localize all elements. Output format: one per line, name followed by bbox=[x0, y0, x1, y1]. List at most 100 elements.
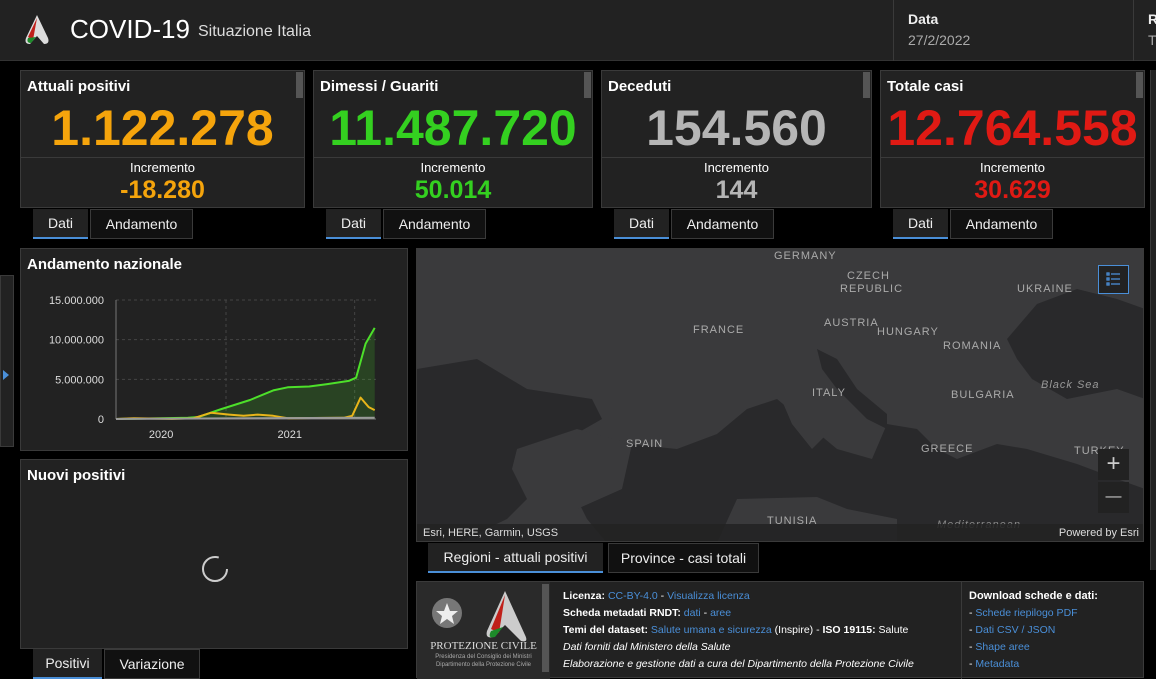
divider bbox=[314, 157, 592, 158]
increment-label: Incremento bbox=[420, 160, 486, 175]
tab-province[interactable]: Province - casi totali bbox=[608, 543, 759, 573]
tab-variazione[interactable]: Variazione bbox=[104, 649, 200, 679]
national-trend-chart: 15.000.000 10.000.000 5.000.000 0 2020 2021 bbox=[49, 295, 376, 441]
protezione-civile-logo: PROTEZIONE CIVILE Presidenza del Consigl… bbox=[417, 582, 550, 679]
map-label-black-sea: Black Sea bbox=[1041, 379, 1100, 391]
data-source-note: Dati forniti dal Ministero della Salute bbox=[563, 641, 731, 653]
map-label-republic: REPUBLIC bbox=[840, 283, 904, 295]
second-column-value: T bbox=[1148, 32, 1156, 48]
chart-title: Andamento nazionale bbox=[27, 256, 183, 273]
series-line bbox=[115, 416, 375, 420]
map-label-france: FRANCE bbox=[693, 324, 745, 336]
card-scrollbar[interactable] bbox=[1136, 72, 1143, 98]
download-title: Download schede e dati: bbox=[969, 590, 1098, 602]
map-label-austria: AUSTRIA bbox=[824, 317, 879, 329]
divider bbox=[881, 157, 1144, 158]
card-title: Totale casi bbox=[887, 78, 964, 95]
map-label-romania: ROMANIA bbox=[943, 340, 1002, 352]
second-column: R T bbox=[1133, 0, 1156, 61]
stat-card: Deceduti 154.560 Incremento 144 bbox=[601, 70, 872, 208]
card-value: 154.560 bbox=[646, 100, 827, 156]
emblem-logo-icon bbox=[432, 591, 527, 642]
map-label-ukraine: UKRAINE bbox=[1017, 283, 1073, 295]
download-shape-link[interactable]: Shape aree bbox=[975, 641, 1030, 653]
logo-scrollbar[interactable] bbox=[542, 584, 549, 672]
map-label-spain: SPAIN bbox=[626, 438, 664, 450]
increment-value: 144 bbox=[715, 176, 758, 204]
legend-button[interactable] bbox=[1098, 265, 1129, 294]
tab-dati[interactable]: Dati bbox=[326, 209, 381, 239]
temi-label: Temi del dataset: bbox=[563, 624, 648, 636]
increment-label: Incremento bbox=[129, 160, 196, 175]
tab-positivi[interactable]: Positivi bbox=[33, 649, 102, 679]
info-footer: PROTEZIONE CIVILE Presidenza del Consigl… bbox=[416, 581, 1144, 679]
card-scrollbar[interactable] bbox=[584, 72, 591, 98]
downloads: Download schede e dati: - Schede riepilo… bbox=[969, 588, 1144, 673]
card-scrollbar[interactable] bbox=[296, 72, 303, 98]
protezione-civile-logo-icon bbox=[25, 15, 49, 44]
powered-by-esri[interactable]: Powered by Esri bbox=[1058, 527, 1139, 539]
chevron-right-icon bbox=[3, 370, 9, 380]
download-csv-link[interactable]: Dati CSV / JSON bbox=[975, 624, 1056, 636]
increment-label: Incremento bbox=[979, 160, 1046, 175]
download-pdf-link[interactable]: Schede riepilogo PDF bbox=[975, 607, 1078, 619]
view-license-link[interactable]: Visualizza licenza bbox=[667, 590, 750, 602]
app-title: COVID-19 bbox=[70, 14, 190, 44]
map-view[interactable]: GERMANY CZECH REPUBLIC UKRAINE FRANCE AU… bbox=[416, 248, 1144, 542]
date-column: Data 27/2/2022 bbox=[893, 0, 1133, 61]
date-label: Data bbox=[908, 11, 939, 27]
stat-card: Dimessi / Guariti 11.487.720 Incremento … bbox=[313, 70, 593, 208]
increment-value: -18.280 bbox=[120, 176, 205, 204]
map-attribution-bar: Esri, HERE, Garmin, USGS Powered by Esri bbox=[417, 524, 1143, 541]
card-value: 1.122.278 bbox=[51, 100, 274, 156]
license-label: Licenza: bbox=[563, 590, 606, 602]
card-value: 12.764.558 bbox=[887, 100, 1138, 156]
temi-link[interactable]: Salute umana e sicurezza bbox=[650, 624, 772, 636]
zoom-out-button[interactable]: — bbox=[1098, 482, 1129, 513]
increment-label: Incremento bbox=[703, 160, 770, 175]
license-link[interactable]: CC-BY-4.0 bbox=[607, 590, 658, 602]
card-title: Dimessi / Guariti bbox=[320, 78, 439, 95]
map-label-bulgaria: BULGARIA bbox=[951, 389, 1015, 401]
zoom-in-button[interactable]: + bbox=[1098, 449, 1129, 480]
new-positives-title: Nuovi positivi bbox=[27, 467, 126, 484]
card-scrollbar[interactable] bbox=[863, 72, 870, 98]
map-label-hungary: HUNGARY bbox=[877, 326, 939, 338]
rndt-aree-link[interactable]: aree bbox=[710, 607, 732, 619]
download-metadata-link[interactable]: Metadata bbox=[975, 658, 1020, 670]
tab-andamento[interactable]: Andamento bbox=[950, 209, 1053, 239]
logo-sub2: Dipartimento della Protezione Civile bbox=[435, 662, 532, 668]
app-header: COVID-19 Situazione Italia Data 27/2/202… bbox=[0, 0, 1156, 61]
tab-andamento[interactable]: Andamento bbox=[383, 209, 486, 239]
iso-label: ISO 19115: bbox=[822, 624, 876, 636]
tab-regioni[interactable]: Regioni - attuali positivi bbox=[428, 543, 603, 573]
tab-dati[interactable]: Dati bbox=[893, 209, 948, 239]
increment-value: 50.014 bbox=[414, 176, 492, 204]
processing-note: Elaborazione e gestione dati a cura del … bbox=[563, 658, 914, 670]
series-area bbox=[116, 327, 375, 419]
stat-card: Totale casi 12.764.558 Incremento 30.629 bbox=[880, 70, 1145, 208]
rndt-label: Scheda metadati RNDT: bbox=[563, 607, 681, 619]
card-value: 11.487.720 bbox=[329, 100, 577, 156]
divider bbox=[21, 157, 304, 158]
map-label-germany: GERMANY bbox=[774, 250, 837, 262]
map-attribution: Esri, HERE, Garmin, USGS bbox=[423, 527, 559, 539]
tab-andamento[interactable]: Andamento bbox=[90, 209, 193, 239]
iso-value: Salute bbox=[875, 624, 909, 636]
right-panel-edge bbox=[1150, 70, 1156, 570]
card-title: Attuali positivi bbox=[27, 78, 131, 95]
chart-panel: Andamento nazionale 15.000.000 10.000.000… bbox=[20, 248, 408, 451]
x-tick-label: 2020 bbox=[149, 429, 173, 441]
license-info: Licenza: CC-BY-4.0 - Visualizza licenza … bbox=[563, 588, 963, 673]
tab-dati[interactable]: Dati bbox=[614, 209, 669, 239]
y-tick-label: 0 bbox=[98, 414, 104, 426]
map-label-greece: GREECE bbox=[921, 443, 974, 455]
temi-after: (Inspire) - bbox=[771, 624, 823, 636]
side-panel-toggle[interactable] bbox=[0, 275, 14, 447]
tab-dati[interactable]: Dati bbox=[33, 209, 88, 239]
tab-andamento[interactable]: Andamento bbox=[671, 209, 774, 239]
rndt-dati-link[interactable]: dati bbox=[683, 607, 701, 619]
logo-text: PROTEZIONE CIVILE bbox=[430, 640, 537, 652]
date-value: 27/2/2022 bbox=[908, 32, 971, 48]
logo-sub1: Presidenza del Consiglio dei Ministri bbox=[435, 654, 532, 660]
